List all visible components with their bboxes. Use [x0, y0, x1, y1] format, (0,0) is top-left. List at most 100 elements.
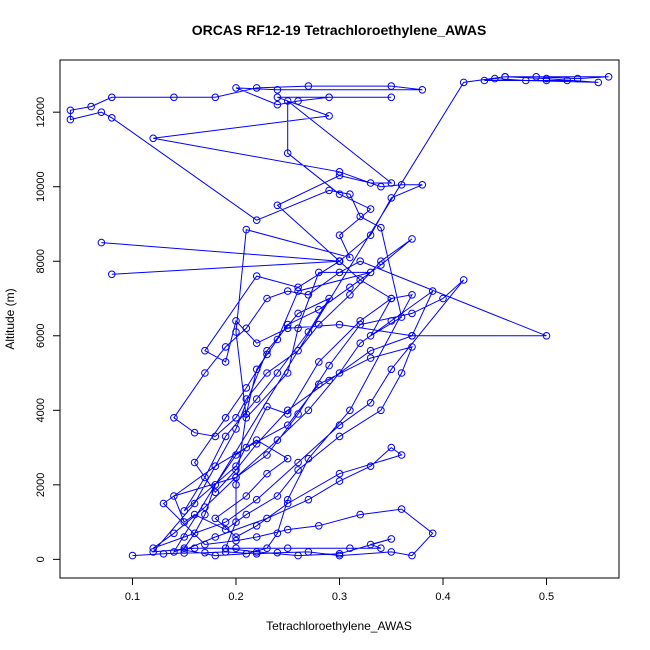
data-point	[190, 458, 199, 467]
data-point	[180, 518, 188, 526]
data-point	[283, 149, 292, 157]
y-tick-label: 8000	[35, 249, 47, 273]
data-point	[356, 212, 365, 221]
data-point	[232, 84, 240, 92]
data-point	[366, 332, 375, 340]
data-point	[387, 365, 396, 374]
data-point	[232, 533, 240, 541]
x-tick-label: 0.2	[228, 591, 243, 603]
data-point	[108, 93, 116, 102]
data-point	[190, 529, 199, 538]
data-point	[294, 283, 302, 292]
data-point	[252, 522, 261, 530]
data-point	[242, 324, 251, 333]
data-point	[273, 93, 282, 102]
data-point	[304, 406, 313, 415]
data-point	[273, 100, 282, 109]
data-point	[377, 406, 385, 415]
data-point	[232, 481, 240, 489]
data-point	[408, 551, 416, 560]
data-point	[252, 548, 261, 556]
data-point	[428, 529, 437, 538]
data-point	[335, 231, 344, 239]
data-point	[294, 410, 302, 418]
data-point	[335, 320, 344, 329]
data-point	[128, 551, 137, 560]
data-point	[397, 451, 406, 459]
data-point	[232, 328, 240, 336]
data-point	[66, 106, 75, 115]
data-point	[387, 548, 396, 556]
data-point	[335, 168, 344, 176]
data-point	[149, 548, 157, 556]
data-point	[232, 544, 240, 553]
data-point	[211, 481, 220, 489]
data-point	[232, 451, 240, 459]
data-point	[315, 522, 323, 530]
data-point	[108, 270, 116, 279]
data-point	[325, 294, 333, 303]
data-point	[242, 510, 251, 519]
data-point	[180, 549, 188, 557]
data-point	[346, 283, 354, 292]
data-point	[232, 317, 240, 325]
data-point	[387, 535, 396, 543]
data-point	[294, 551, 302, 560]
data-point	[439, 294, 447, 303]
data-point	[366, 346, 375, 355]
data-point	[522, 76, 530, 85]
data-point	[283, 97, 292, 105]
data-point	[542, 74, 551, 83]
data-point	[325, 93, 333, 102]
data-point	[263, 346, 271, 355]
data-point	[418, 86, 427, 94]
data-point	[366, 399, 375, 407]
data-point	[387, 294, 396, 303]
data-point	[97, 108, 106, 116]
data-point	[252, 84, 261, 92]
data-point	[459, 78, 468, 87]
data-point	[532, 73, 541, 81]
data-point	[356, 257, 365, 266]
data-point	[377, 257, 385, 266]
data-point	[501, 73, 509, 81]
data-point	[408, 309, 416, 318]
data-point	[304, 82, 313, 90]
y-tick-label: 0	[35, 556, 47, 562]
data-point	[201, 369, 209, 377]
data-point	[366, 462, 375, 471]
x-tick-label: 0.3	[332, 591, 347, 603]
data-point	[252, 365, 261, 374]
data-point	[201, 548, 209, 557]
data-point	[108, 114, 116, 122]
data-point	[211, 93, 220, 102]
data-point	[397, 313, 406, 321]
data-point	[263, 402, 271, 411]
data-point	[221, 548, 230, 556]
data-point	[294, 309, 302, 318]
data-point	[346, 406, 354, 415]
data-point	[563, 76, 572, 85]
data-point	[190, 499, 199, 508]
data-point	[356, 320, 365, 329]
data-point	[294, 346, 302, 355]
data-point	[87, 102, 95, 111]
data-point	[335, 550, 344, 558]
data-point	[242, 384, 251, 392]
data-point	[377, 261, 385, 269]
data-point	[252, 339, 261, 348]
data-point	[242, 225, 251, 234]
data-point	[325, 186, 333, 195]
data-point	[397, 369, 406, 377]
data-point	[283, 324, 292, 333]
data-point	[252, 440, 261, 448]
data-point	[283, 544, 292, 553]
data-point	[459, 276, 468, 284]
data-point	[594, 78, 603, 87]
data-point	[252, 436, 261, 444]
data-point	[180, 546, 188, 554]
data-point	[201, 540, 209, 549]
data-point	[273, 548, 282, 557]
data-point	[366, 231, 375, 239]
chart-title: ORCAS RF12-19 Tetrachloroethylene_AWAS	[192, 22, 487, 38]
